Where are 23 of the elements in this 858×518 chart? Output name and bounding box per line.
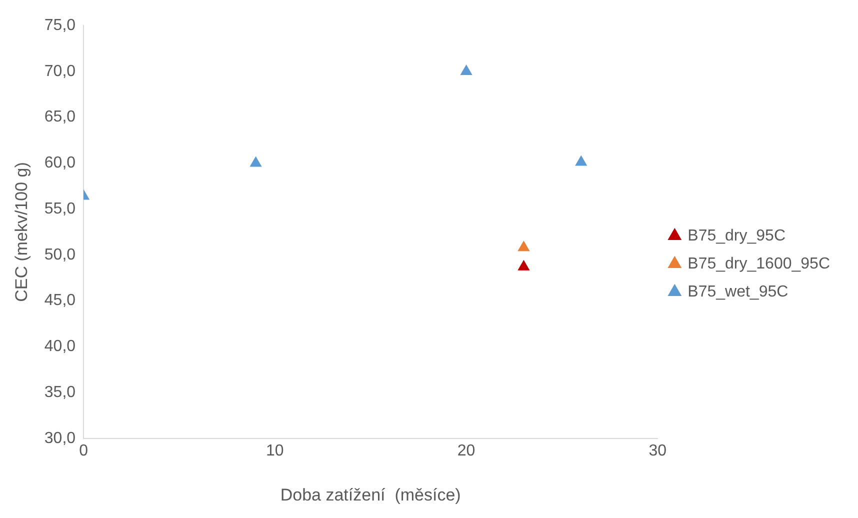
y-tick-label: 40,0 [44,338,76,356]
legend-label: B75_dry_1600_95C [688,255,830,272]
y-tick-label: 50,0 [44,246,76,264]
y-tick-label: 75,0 [44,17,76,34]
point [460,64,472,75]
y-tick-label: 65,0 [44,108,76,126]
x-axis-title: Doba zatížení (měsíce) [280,485,461,504]
y-tick-label: 30,0 [44,430,76,447]
y-tick-label: 45,0 [44,292,76,310]
y-tick-label: 70,0 [44,62,76,80]
y-tick-label: 60,0 [44,154,76,172]
legend-label: B75_wet_95C [688,283,788,300]
legend-label: B75_dry_95C [688,227,786,244]
y-tick-label: 35,0 [44,384,76,401]
x-tick-label: 10 [266,442,284,460]
x-tick-label: 0 [79,442,88,460]
x-tick-label: 20 [457,442,476,460]
y-tick-label: 55,0 [44,200,76,218]
point [518,241,530,252]
point [575,156,587,166]
x-tick-label: 30 [648,442,667,460]
y-axis-title: CEC (mekv/100 g) [12,162,31,302]
point [518,260,530,270]
